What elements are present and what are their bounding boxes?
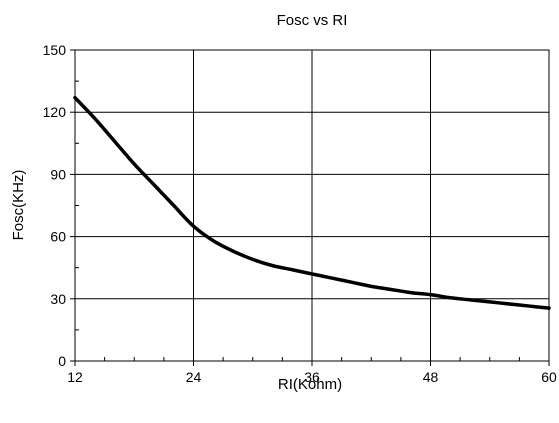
plot-layer: 12 24 36 48 60 0 30 60 90 120 150 <box>43 42 557 385</box>
y-tick-label: 60 <box>50 229 66 245</box>
x-tick-label: 12 <box>67 369 83 385</box>
x-tick-label: 48 <box>423 369 439 385</box>
y-tick-label: 90 <box>50 166 66 182</box>
x-axis-label: RI(Kohm) <box>278 376 342 393</box>
y-tick-label: 30 <box>50 291 66 307</box>
chart-title: Fosc vs RI <box>277 12 348 29</box>
y-axis-label: Fosc(KHz) <box>10 170 27 241</box>
x-tick-label: 24 <box>186 369 202 385</box>
x-tick-label: 60 <box>541 369 557 385</box>
x-tick-label: 36 <box>304 369 320 385</box>
y-tick-label: 0 <box>58 353 66 369</box>
y-tick-label: 120 <box>43 104 67 120</box>
series-points <box>74 97 550 309</box>
y-tick-label: 150 <box>43 42 67 58</box>
